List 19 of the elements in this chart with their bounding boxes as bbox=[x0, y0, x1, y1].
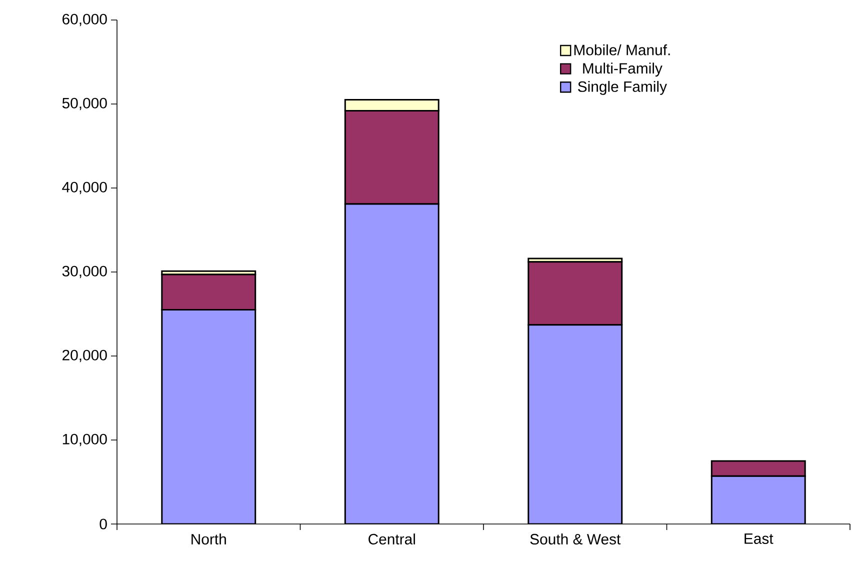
bar bbox=[161, 309, 256, 524]
bar bbox=[528, 261, 623, 326]
y-tick-label: 20,000 bbox=[62, 350, 107, 362]
legend-label: Single Family bbox=[578, 80, 667, 95]
y-tick-label: 40,000 bbox=[62, 182, 107, 194]
y-tick-label: 30,000 bbox=[62, 266, 107, 278]
y-tick-label: 10,000 bbox=[62, 434, 107, 446]
bar bbox=[528, 324, 623, 524]
y-tick-label: 50,000 bbox=[62, 98, 107, 110]
x-tick-label: North bbox=[192, 534, 226, 544]
bar bbox=[710, 475, 806, 524]
bar bbox=[344, 203, 440, 524]
legend-label: Mobile/ Manuf. bbox=[574, 44, 670, 56]
x-tick-label: Central bbox=[368, 534, 415, 544]
x-tick-label: South & West bbox=[530, 534, 621, 544]
y-tick-label: 0 bbox=[100, 518, 107, 530]
y-tick-label: 60,000 bbox=[62, 14, 107, 26]
legend-label: Multi-Family bbox=[583, 62, 662, 77]
x-tick-label: East bbox=[744, 534, 774, 544]
